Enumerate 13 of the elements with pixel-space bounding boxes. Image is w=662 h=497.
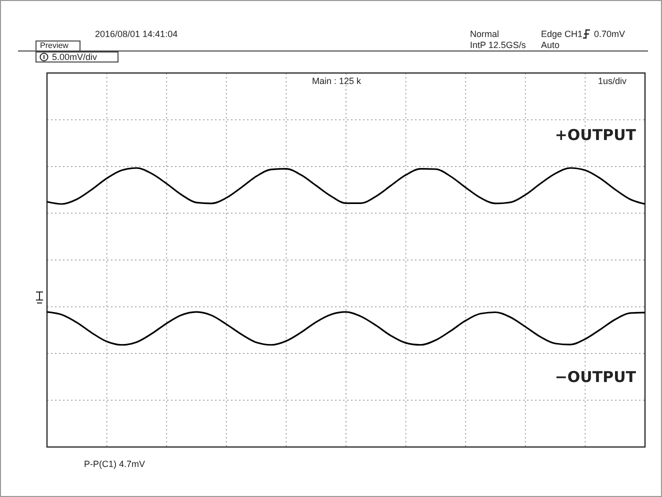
text: 5.00mV/div	[52, 52, 98, 62]
text: Main : 125 k	[312, 76, 362, 86]
series-label: −OUTPUT	[554, 368, 637, 386]
text: Normal	[470, 29, 500, 39]
text: Preview	[40, 41, 69, 50]
text: IntP 12.5GS/s	[470, 40, 526, 50]
text: 2016/08/01 14:41:04	[95, 29, 178, 39]
text: Edge CH1	[541, 29, 583, 39]
series-label: +OUTPUT	[554, 126, 637, 144]
text: 1us/div	[598, 76, 628, 86]
text: P-P(C1) 4.7mV	[84, 459, 146, 469]
text: Auto	[541, 40, 560, 50]
text: 0.70mV	[594, 29, 626, 39]
